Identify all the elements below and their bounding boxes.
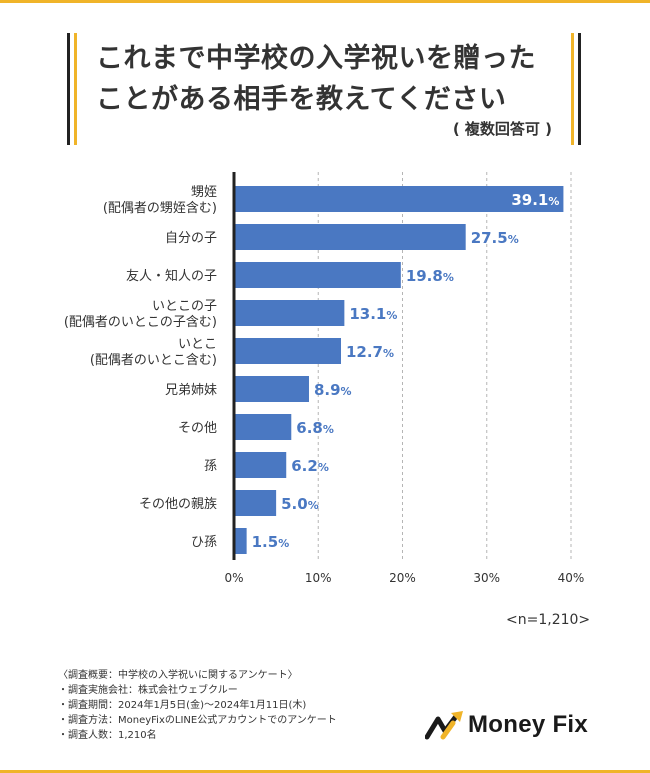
sample-size-label: <n=1,210>: [506, 612, 591, 628]
survey-note-line: ・調査人数：1,210名: [58, 730, 157, 741]
data-label: 5.0%: [281, 495, 319, 513]
bar: [234, 338, 341, 364]
data-label: 12.7%: [346, 343, 394, 361]
data-label: 6.2%: [291, 457, 329, 475]
data-label: 27.5%: [471, 229, 519, 247]
category-label: 孫: [204, 459, 217, 474]
category-label: いとこ(配偶者のいとこ含む): [90, 337, 217, 368]
survey-note-line: 〈調査概要：中学校の入学祝いに関するアンケート〉: [58, 670, 298, 681]
x-tick-label: 20%: [389, 571, 416, 585]
data-label: 8.9%: [314, 381, 352, 399]
bar: [234, 376, 309, 402]
survey-notes: 〈調査概要：中学校の入学祝いに関するアンケート〉 ・調査実施会社：株式会社ウェブ…: [58, 668, 337, 743]
title-bracket-left-dark: [67, 33, 70, 145]
bar: [234, 414, 292, 440]
top-accent-rule: [0, 0, 650, 3]
moneyfix-logo-mark-icon: [425, 711, 463, 740]
data-label: 13.1%: [349, 305, 397, 323]
category-label: 甥姪(配偶者の甥姪含む): [103, 185, 217, 216]
bottom-accent-rule: [0, 770, 650, 773]
category-label: 兄弟姉妹: [165, 383, 217, 398]
axis: 0% 10% 20% 30% 40%: [224, 172, 584, 585]
bar: [234, 452, 287, 478]
category-label: ひ孫: [191, 535, 217, 550]
category-label: その他: [178, 421, 217, 436]
bars: [234, 186, 564, 554]
moneyfix-logo-text: Money Fix: [468, 711, 589, 738]
bar: [234, 186, 564, 212]
bar: [234, 300, 345, 326]
chart-subtitle: ( 複数回答可 ): [452, 120, 552, 138]
title-bracket-right-dark: [578, 33, 581, 145]
chart-title-line-2: ことがある相手を教えてください: [96, 84, 507, 115]
grid-lines: [317, 172, 572, 560]
bar: [234, 490, 277, 516]
bar: [234, 224, 466, 250]
chart-title-line-1: これまで中学校の入学祝いを贈った: [96, 43, 536, 74]
data-label: 39.1%: [511, 191, 559, 209]
category-label: 自分の子: [165, 231, 217, 246]
category-label: いとこの子(配偶者のいとこの子含む): [64, 299, 217, 330]
category-labels: 39.1% 甥姪(配偶者の甥姪含む) 27.5% 自分の子 19.8% 友人・知人の子 13…: [64, 185, 560, 551]
category-label: その他の親族: [139, 496, 217, 512]
bar: [234, 528, 247, 554]
bar: [234, 262, 401, 288]
survey-note-line: ・調査方法：MoneyFixのLINE公式アカウントでのアンケート: [58, 715, 337, 726]
x-tick-label: 30%: [473, 571, 500, 585]
data-label: 19.8%: [406, 267, 454, 285]
title-bracket-right-gold: [571, 33, 574, 145]
x-tick-label: 0%: [224, 571, 243, 585]
bar-chart: 39.1% 甥姪(配偶者の甥姪含む) 27.5% 自分の子 19.8% 友人・知人の子 13…: [64, 172, 584, 585]
survey-note-line: ・調査期間：2024年1月5日(金)～2024年1月11日(木): [58, 700, 307, 711]
data-label: 6.8%: [296, 419, 334, 437]
category-label: 友人・知人の子: [126, 268, 217, 284]
chart-title: これまで中学校の入学祝いを贈った ことがある相手を教えてください: [96, 38, 566, 120]
title-bracket-left-gold: [74, 33, 77, 145]
survey-note-line: ・調査実施会社：株式会社ウェブクルー: [58, 685, 238, 696]
data-label: 1.5%: [252, 533, 290, 551]
x-tick-label: 10%: [305, 571, 332, 585]
x-tick-label: 40%: [558, 571, 585, 585]
